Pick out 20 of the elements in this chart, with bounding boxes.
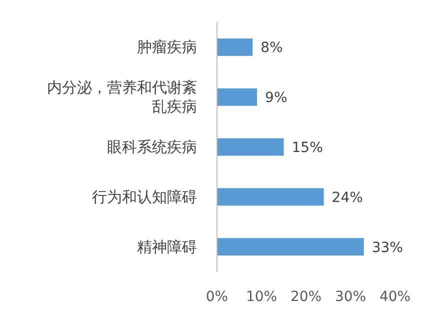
- data-label: 24%: [332, 190, 363, 206]
- y-tick-label: 内分泌，营养和代谢紊乱疾病: [47, 78, 197, 116]
- x-tick-label: 20%: [290, 289, 322, 305]
- y-tick-label: 精神障碍: [137, 238, 197, 256]
- x-tick-label: 0%: [206, 289, 228, 305]
- data-label: 15%: [292, 140, 323, 156]
- x-tick-label: 40%: [379, 289, 411, 305]
- bar: [217, 88, 258, 106]
- x-tick-label: 10%: [246, 289, 278, 305]
- data-label: 33%: [372, 240, 403, 256]
- bar: [217, 138, 284, 156]
- data-label: 8%: [260, 40, 283, 56]
- bar: [217, 38, 253, 56]
- bar: [217, 188, 324, 206]
- bar: [217, 238, 364, 256]
- y-tick-label: 肿瘤疾病: [137, 38, 197, 56]
- data-label: 9%: [265, 90, 288, 106]
- y-tick-label: 行为和认知障碍: [92, 188, 197, 206]
- y-tick-label: 眼科系统疾病: [107, 138, 197, 156]
- x-tick-label: 30%: [334, 289, 366, 305]
